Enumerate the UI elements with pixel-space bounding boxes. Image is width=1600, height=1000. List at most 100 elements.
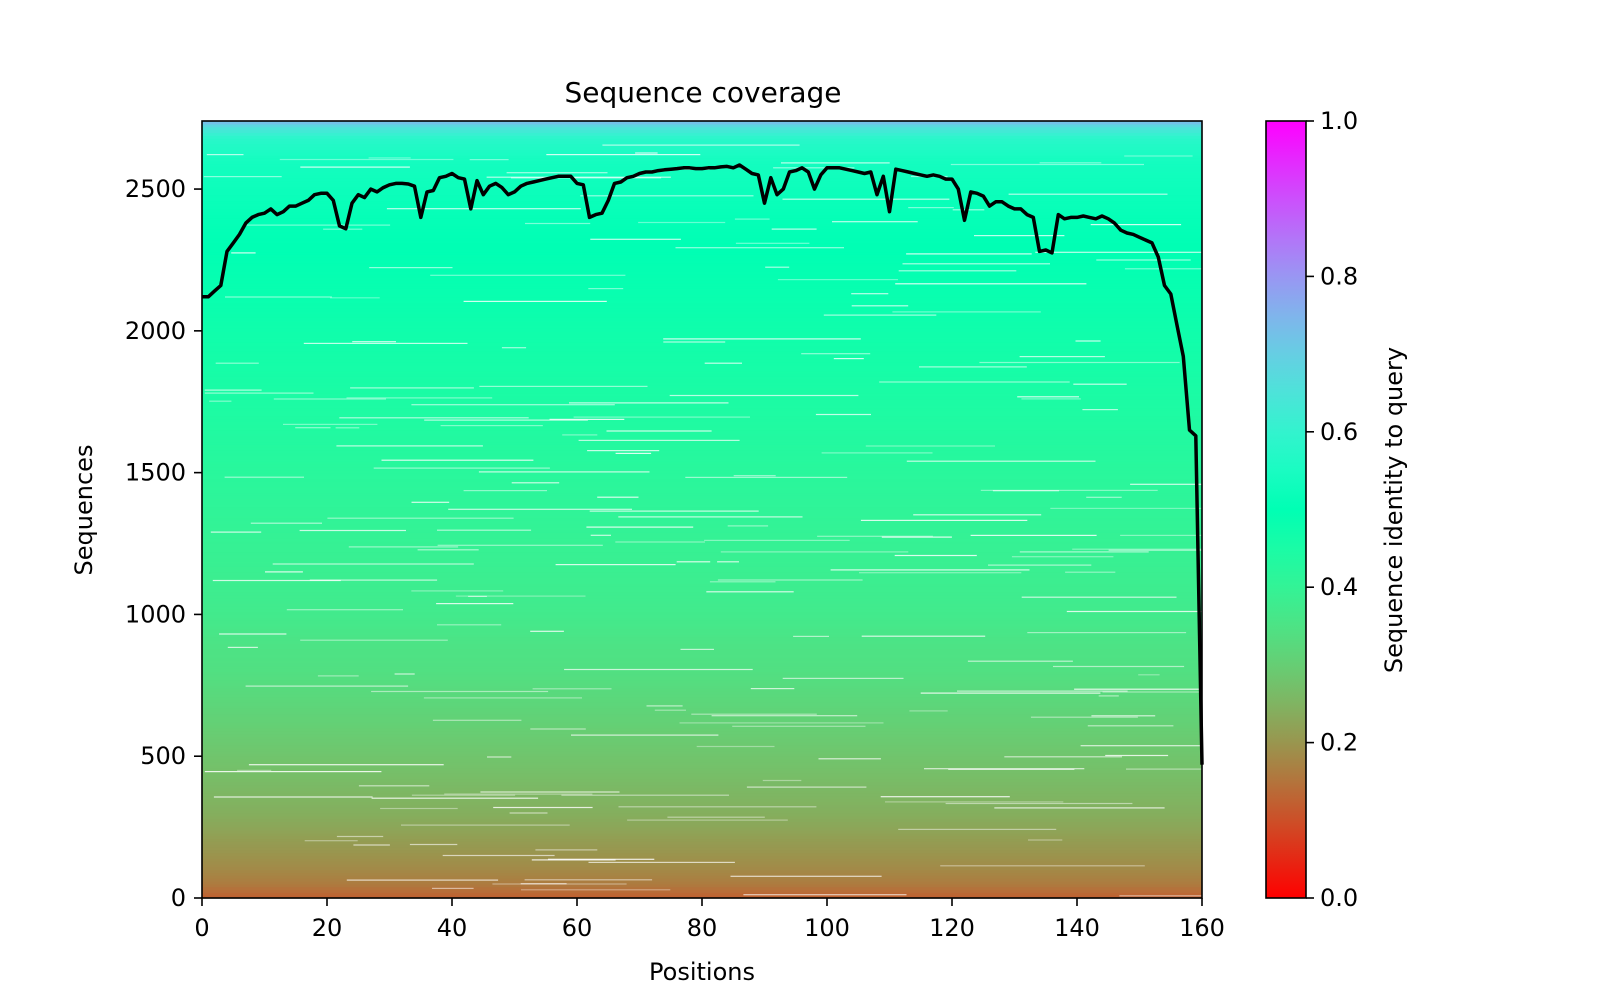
- x-tick-label: 60: [562, 914, 593, 942]
- heatmap-row: [202, 449, 1202, 454]
- coverage-gap: [210, 531, 262, 533]
- heatmap-row: [202, 875, 1202, 879]
- coverage-gap: [1080, 745, 1202, 747]
- x-tick-label: 140: [1054, 914, 1100, 942]
- heatmap-row: [202, 722, 1202, 726]
- heatmap-row: [202, 189, 1202, 193]
- coverage-gap: [564, 668, 753, 671]
- coverage-gap: [206, 154, 244, 156]
- coverage-gap: [444, 793, 593, 795]
- heatmap-row: [202, 878, 1202, 882]
- coverage-gap: [1124, 268, 1202, 270]
- coverage-gap: [437, 544, 603, 546]
- heatmap-row: [202, 569, 1202, 573]
- coverage-gap: [203, 176, 282, 178]
- coverage-gap: [286, 609, 403, 611]
- heatmap-row: [202, 387, 1202, 391]
- coverage-gap: [590, 238, 681, 240]
- coverage-gap: [950, 163, 1144, 166]
- heatmap-row: [202, 138, 1202, 142]
- heatmap-row: [202, 206, 1202, 210]
- coverage-gap: [300, 166, 410, 168]
- coverage-gap: [606, 430, 712, 432]
- heatmap-row: [202, 359, 1202, 363]
- coverage-gap: [569, 402, 729, 404]
- coverage-gap: [669, 394, 859, 397]
- heatmap-row: [202, 472, 1202, 477]
- heatmap-row: [202, 886, 1202, 891]
- heatmap-row: [202, 254, 1202, 258]
- coverage-gap: [892, 311, 1041, 313]
- coverage-gap: [327, 517, 514, 519]
- heatmap-row: [202, 407, 1202, 411]
- heatmap-row: [202, 827, 1202, 831]
- coverage-gap: [463, 490, 547, 492]
- coverage-gap: [530, 630, 564, 632]
- heatmap-row: [202, 863, 1202, 868]
- coverage-gap: [227, 646, 258, 648]
- coverage-gap: [346, 879, 499, 881]
- heatmap-row: [202, 217, 1202, 221]
- coverage-gap: [906, 460, 1096, 462]
- heatmap-row: [202, 832, 1202, 837]
- heatmap-row: [202, 121, 1202, 125]
- x-tick-label: 0: [194, 914, 209, 942]
- coverage-gap: [555, 564, 676, 566]
- heatmap-row: [202, 415, 1202, 420]
- heatmap-row: [202, 739, 1202, 743]
- coverage-gap: [1075, 340, 1101, 342]
- heatmap-row: [202, 673, 1202, 678]
- x-tick-label: 160: [1179, 914, 1225, 942]
- coverage-gap: [618, 806, 817, 808]
- coverage-gap: [265, 571, 303, 573]
- heatmap-row: [202, 313, 1202, 318]
- heatmap-row: [202, 688, 1202, 692]
- heatmap-row: [202, 591, 1202, 596]
- coverage-gap: [1011, 556, 1114, 558]
- coverage-gap: [1073, 383, 1127, 385]
- coverage-gap: [380, 807, 458, 810]
- coverage-gap: [245, 685, 409, 687]
- y-tick-label: 0: [171, 884, 186, 912]
- heatmap-row: [202, 328, 1202, 332]
- heatmap-row: [202, 435, 1202, 440]
- x-axis-title: Positions: [649, 958, 755, 986]
- coverage-gap: [663, 338, 861, 340]
- heatmap-row: [202, 163, 1202, 167]
- heatmap-row: [202, 461, 1202, 465]
- coverage-gap: [1090, 224, 1182, 226]
- heatmap-row: [202, 373, 1202, 377]
- colorbar-tick-label: 0.0: [1320, 884, 1358, 912]
- coverage-gap: [352, 341, 396, 343]
- heatmap-row: [202, 892, 1202, 896]
- heatmap-row: [202, 804, 1202, 808]
- heatmap-row: [202, 622, 1202, 627]
- coverage-gap: [219, 633, 287, 635]
- heatmap-row: [202, 614, 1202, 618]
- coverage-gap: [1091, 715, 1156, 717]
- coverage-gap: [909, 710, 948, 712]
- heatmap-row: [202, 413, 1202, 417]
- coverage-gap: [246, 224, 391, 226]
- coverage-gap: [386, 208, 581, 210]
- coverage-gap: [501, 347, 527, 349]
- heatmap-row: [202, 398, 1202, 403]
- heatmap-row: [202, 441, 1202, 445]
- coverage-gap: [881, 536, 952, 538]
- heatmap-row: [202, 444, 1202, 448]
- coverage-gap: [1021, 398, 1081, 400]
- heatmap-row: [202, 725, 1202, 729]
- coverage-gap: [919, 366, 1027, 368]
- heatmap-row: [202, 554, 1202, 559]
- heatmap-row: [202, 705, 1202, 709]
- coverage-gap: [373, 467, 550, 469]
- coverage-gap: [898, 828, 1057, 830]
- coverage-gap: [348, 546, 459, 548]
- heatmap-row: [202, 696, 1202, 701]
- heatmap-row: [202, 662, 1202, 667]
- heatmap-row: [202, 367, 1202, 372]
- coverage-gap: [480, 791, 620, 793]
- heatmap-row: [202, 231, 1202, 236]
- heatmap-row: [202, 455, 1202, 460]
- heatmap-row: [202, 319, 1202, 323]
